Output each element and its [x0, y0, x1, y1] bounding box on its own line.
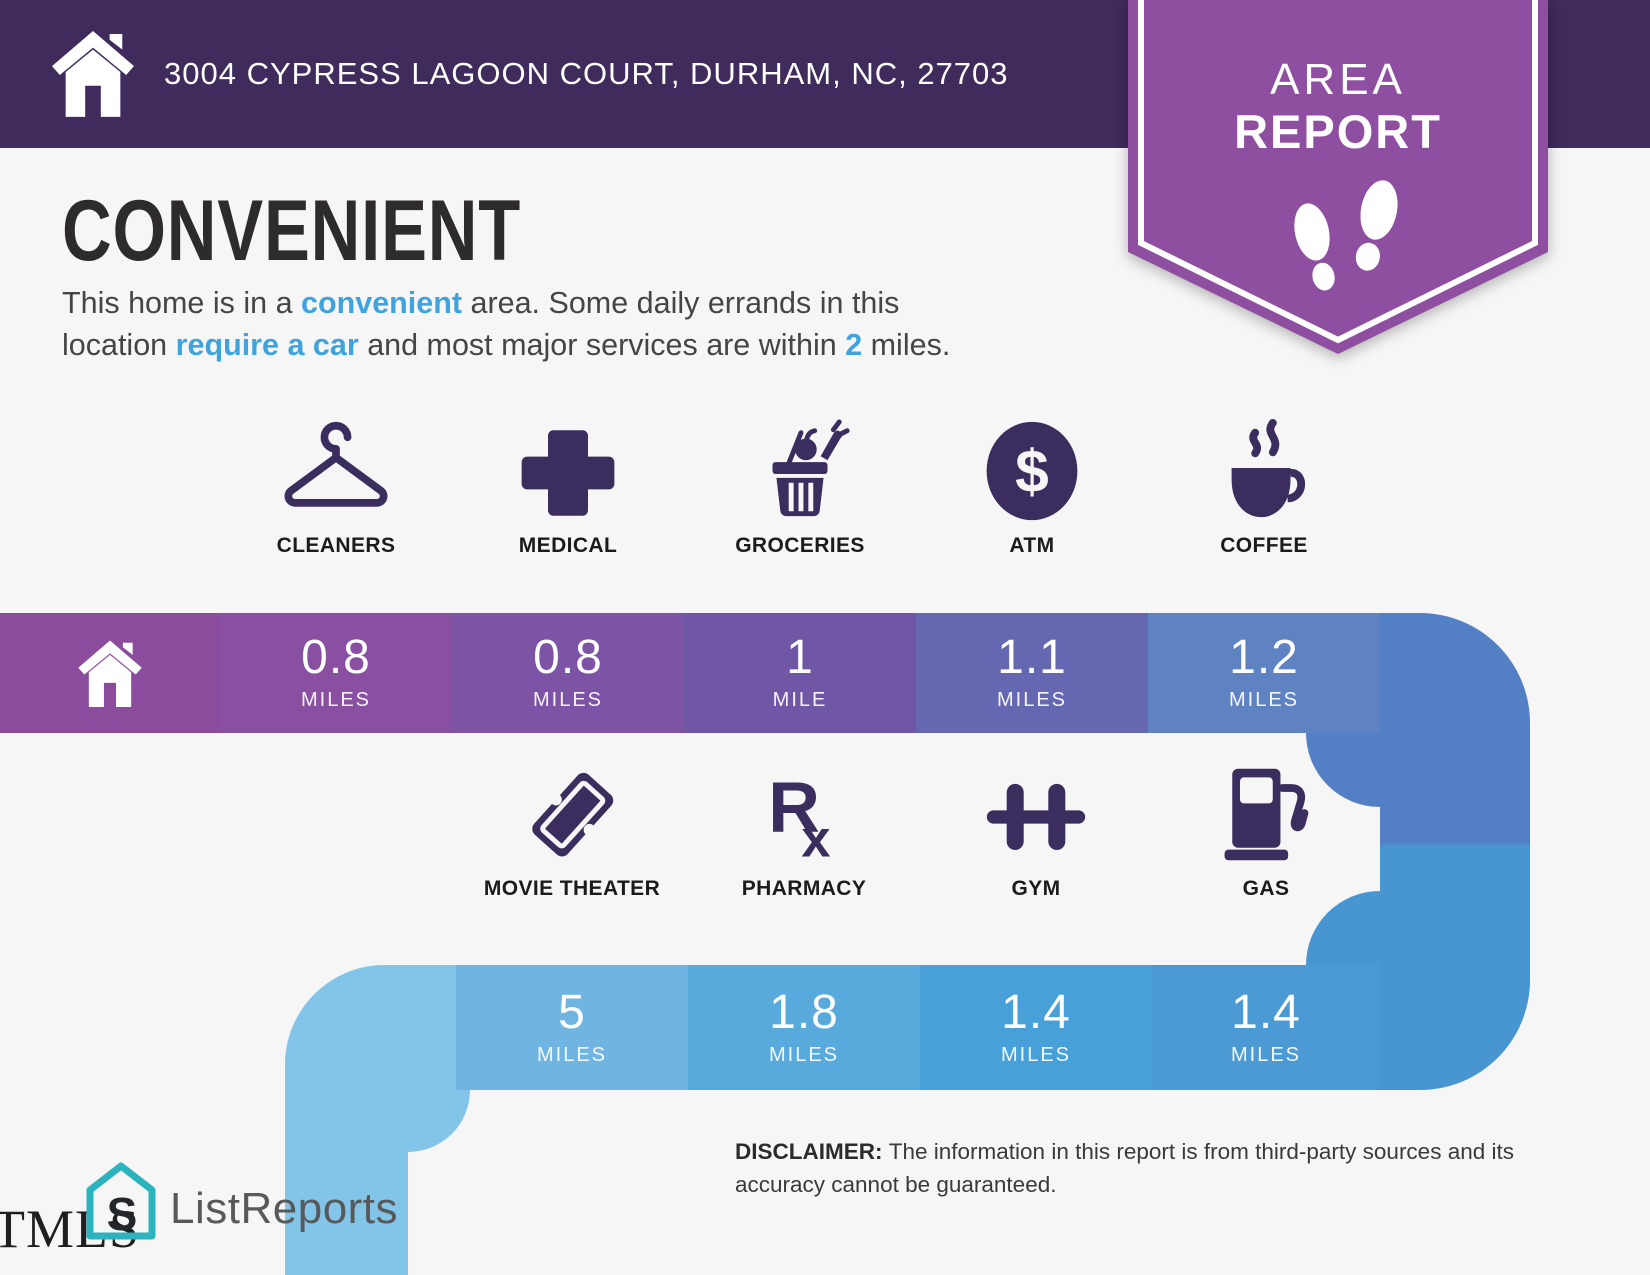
distance-value: 1.4: [1001, 985, 1071, 1039]
distance-band-2: 5 MILES 1.8 MILES 1.4 MILES 1.4 MILES: [285, 965, 1380, 1090]
distance-segment: 0.8 MILES: [220, 613, 452, 733]
listreports-logo-icon: S: [86, 1162, 156, 1240]
distance-segment: 1.1 MILES: [916, 613, 1148, 733]
distance-segment: 5 MILES: [456, 965, 688, 1090]
amenity-label: MEDICAL: [518, 534, 618, 557]
distance-unit: MILES: [300, 689, 372, 711]
badge-title-line2: REPORT: [1234, 105, 1442, 158]
distance-segment: 1.8 MILES: [688, 965, 920, 1090]
home-segment: [0, 613, 220, 733]
distance-value: 1: [786, 631, 814, 684]
distance-segment: 1.4 MILES: [1152, 965, 1380, 1090]
badge-title-line1: AREA: [1270, 55, 1406, 104]
distance-value: 5: [558, 985, 586, 1039]
home-icon: [78, 640, 142, 707]
svg-text:$: $: [1015, 437, 1049, 505]
amenity-cell: MOVIE THEATER: [456, 758, 688, 901]
amenity-label: GAS: [1242, 877, 1290, 900]
amenity-cell: $ ATM: [916, 415, 1148, 558]
ticket-icon: [456, 758, 688, 868]
svg-text:x: x: [801, 811, 830, 868]
distance-segment: 0.8 MILES: [452, 613, 684, 733]
highlight-text: convenient: [301, 286, 463, 320]
disclaimer-label: DISCLAIMER:: [735, 1139, 889, 1164]
highlight-text: require a car: [175, 328, 359, 363]
distance-segment: [285, 965, 456, 1090]
distance-unit: MILES: [996, 689, 1068, 711]
distance-segment: 1 MILE: [684, 613, 916, 733]
svg-text:S: S: [107, 1188, 138, 1240]
distance-band-1: 0.8 MILES 0.8 MILES 1 MILE 1.1 MILES 1.2 MILES: [0, 613, 1380, 733]
tmls-logo: TMLS: [0, 1199, 141, 1259]
distance-value: 1.4: [1231, 985, 1301, 1039]
coffee-cup-icon: [1148, 415, 1380, 525]
body-text: and most major services are within: [358, 328, 846, 363]
amenity-label: GYM: [1011, 877, 1061, 900]
distance-unit: MILE: [772, 689, 828, 711]
body-text: This home is in a: [62, 286, 302, 320]
grocery-basket-icon: [684, 415, 916, 525]
body-text: location: [62, 328, 176, 363]
amenity-label: ATM: [1009, 534, 1055, 557]
dumbbell-icon: [920, 758, 1152, 868]
distance-unit: MILES: [532, 689, 604, 711]
amenity-label: GROCERIES: [735, 534, 865, 557]
amenity-cell: MEDICAL: [452, 415, 684, 558]
distance-value: 1.8: [769, 985, 839, 1039]
area-report-badge: AREA REPORT: [1128, 0, 1548, 354]
gas-pump-icon: [1150, 758, 1382, 868]
distance-segment: 1.2 MILES: [1148, 613, 1380, 733]
hanger-icon: [220, 415, 452, 525]
listreports-wordmark: ListReports: [170, 1184, 399, 1233]
distance-value: 0.8: [301, 631, 371, 684]
route-fillet: [1306, 891, 1380, 965]
amenity-cell: GROCERIES: [684, 415, 916, 558]
amenity-label: PHARMACY: [741, 877, 867, 900]
distance-value: 1.2: [1229, 631, 1299, 684]
highlight-text: 2: [845, 328, 863, 363]
body-text: area. Some daily errands in this: [462, 286, 900, 320]
disclaimer-text: DISCLAIMER: The information in this repo…: [735, 1139, 1514, 1197]
svg-text:R: R: [768, 767, 820, 847]
footprints-icon: [1294, 180, 1398, 291]
amenity-label: MOVIE THEATER: [483, 877, 661, 900]
body-text: miles.: [862, 328, 951, 363]
distance-unit: MILES: [536, 1043, 608, 1066]
amenity-cell: COFFEE: [1148, 415, 1380, 558]
amenity-label: CLEANERS: [276, 534, 396, 557]
route-connector-right: [1380, 613, 1530, 1090]
amenity-cell: CLEANERS: [220, 415, 452, 558]
amenity-label: COFFEE: [1220, 534, 1308, 557]
home-icon: [52, 31, 134, 117]
property-address: 3004 CYPRESS LAGOON COURT, DURHAM, NC, 2…: [164, 56, 1009, 91]
medical-cross-icon: [452, 415, 684, 525]
walkability-headline: CONVENIENT: [62, 183, 522, 279]
atm-dollar-icon: $: [916, 415, 1148, 525]
distance-unit: MILES: [1000, 1043, 1072, 1066]
amenity-cell: GAS: [1150, 758, 1382, 901]
distance-value: 1.1: [997, 631, 1067, 684]
distance-value: 0.8: [533, 631, 603, 684]
route-fillet: [408, 1090, 470, 1152]
distance-unit: MILES: [768, 1043, 840, 1066]
distance-segment: 1.4 MILES: [920, 965, 1152, 1090]
distance-unit: MILES: [1230, 1043, 1302, 1066]
amenity-cell: GYM: [920, 758, 1152, 901]
distance-unit: MILES: [1228, 689, 1300, 711]
description-text: This home is in a convenient area. Some …: [62, 282, 1102, 366]
